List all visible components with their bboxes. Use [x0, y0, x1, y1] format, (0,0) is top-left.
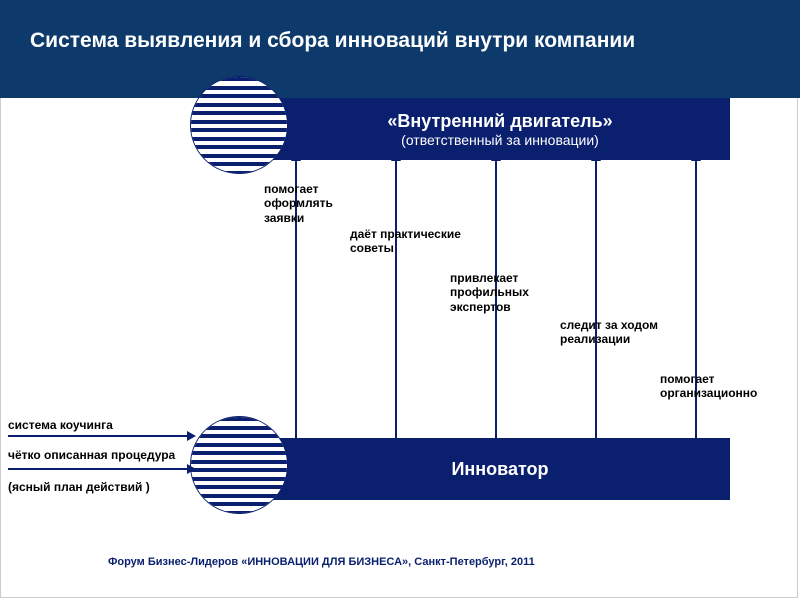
header-bar: Система выявления и сбора инноваций внут… [0, 0, 800, 98]
arrow-right [8, 435, 188, 437]
arrow-label-2: привлекает профильных экспертов [450, 271, 570, 314]
striped-sphere-icon [190, 76, 288, 174]
striped-sphere-icon [190, 416, 288, 514]
arrow-up [395, 160, 397, 438]
arrow-label-3: следит за ходом реализации [560, 318, 690, 347]
arrow-up [595, 160, 597, 438]
bottom-box-innovator: Инноватор [270, 438, 730, 500]
arrow-right [8, 468, 188, 470]
arrow-label-4: помогает организационно [660, 372, 790, 401]
left-label-0: система коучинга [8, 418, 188, 432]
arrow-label-0: помогает оформлять заявки [264, 182, 374, 225]
page-title: Система выявления и сбора инноваций внут… [30, 28, 670, 54]
top-box-title: «Внутренний двигатель» [387, 111, 612, 132]
footer-text: Форум Бизнес-Лидеров «ИННОВАЦИИ ДЛЯ БИЗН… [108, 556, 535, 568]
left-label-2: (ясный план действий ) [8, 480, 198, 494]
left-label-1: чётко описанная процедура [8, 448, 198, 462]
bottom-box-title: Инноватор [451, 459, 548, 480]
top-box-inner-engine: «Внутренний двигатель» (ответственный за… [270, 98, 730, 160]
top-box-subtitle: (ответственный за инновации) [401, 132, 599, 148]
arrow-label-1: даёт практические советы [350, 227, 470, 256]
